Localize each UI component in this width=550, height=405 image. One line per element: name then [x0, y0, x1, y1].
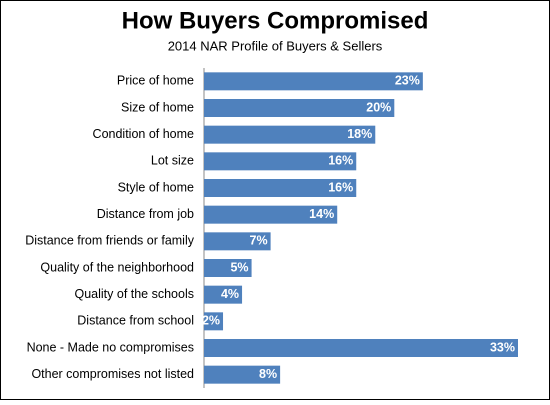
bar [204, 232, 271, 251]
value-label: 16% [328, 180, 353, 194]
bar [204, 152, 357, 171]
bar [204, 285, 243, 304]
bar [204, 99, 395, 117]
category-label: Size of home [121, 100, 194, 114]
category-label: Style of home [118, 180, 194, 194]
value-label: 20% [366, 100, 391, 114]
value-label: 23% [395, 74, 420, 88]
category-label: Distance from job [97, 207, 194, 221]
value-label: 2% [202, 314, 220, 328]
category-label: Price of home [117, 74, 194, 88]
bar [204, 125, 376, 144]
chart-subtitle: 2014 NAR Profile of Buyers & Sellers [168, 38, 383, 53]
category-label: Condition of home [93, 127, 195, 141]
value-label: 5% [230, 260, 248, 274]
value-label: 33% [490, 340, 515, 354]
value-label: 16% [328, 154, 353, 168]
bar [204, 312, 224, 331]
category-label: Other compromises not listed [31, 367, 194, 381]
value-label: 7% [250, 234, 268, 248]
bar [204, 259, 252, 277]
bar [204, 179, 357, 197]
category-label: Quality of the schools [74, 287, 194, 301]
category-label: Distance from friends or family [25, 234, 195, 248]
chart-title: How Buyers Compromised [122, 7, 429, 34]
bar [204, 72, 423, 91]
bar [204, 339, 518, 357]
bar [204, 365, 281, 384]
bar [204, 205, 338, 224]
category-label: Quality of the neighborhood [40, 260, 194, 274]
value-label: 8% [259, 367, 277, 381]
value-label: 14% [309, 207, 334, 221]
category-label: Distance from school [77, 314, 194, 328]
category-label: Lot size [151, 154, 194, 168]
value-label: 4% [221, 287, 239, 301]
category-label: None - Made no compromises [27, 340, 194, 354]
value-label: 18% [347, 127, 372, 141]
